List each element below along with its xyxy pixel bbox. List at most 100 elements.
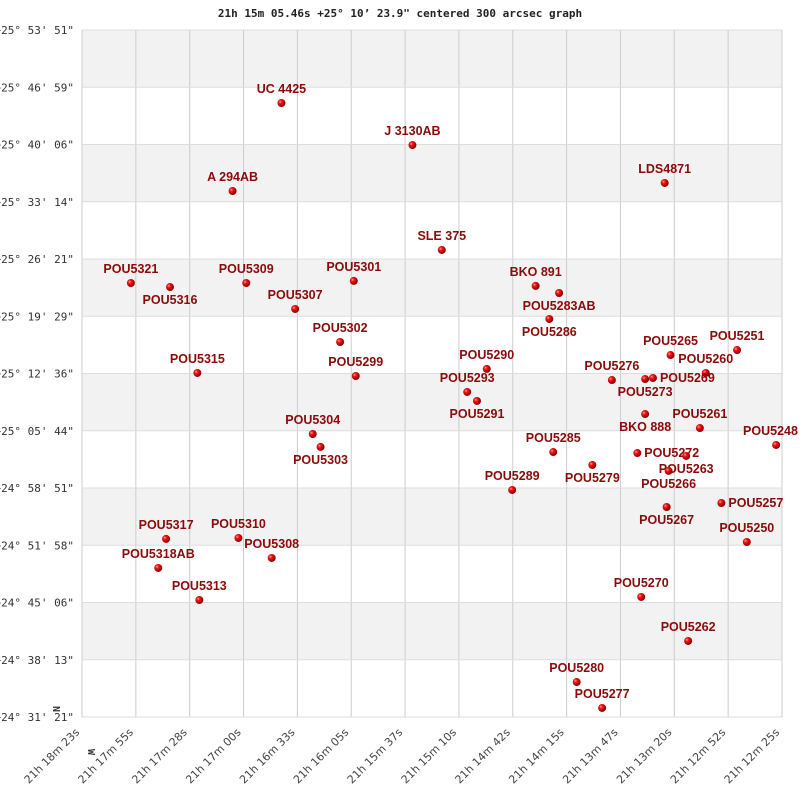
star[interactable]: POU5276: [584, 359, 639, 385]
star-marker[interactable]: [316, 442, 325, 451]
star[interactable]: POU5308: [244, 537, 299, 562]
star[interactable]: POU5286: [522, 314, 577, 339]
star[interactable]: POU5291: [450, 396, 505, 421]
star-marker[interactable]: [437, 245, 446, 254]
star-marker[interactable]: [701, 368, 710, 377]
star[interactable]: POU5262: [661, 620, 716, 645]
star-marker[interactable]: [666, 351, 675, 360]
star[interactable]: POU5316: [143, 283, 198, 307]
star[interactable]: POU5261: [672, 407, 727, 433]
star-marker[interactable]: [267, 553, 276, 562]
star[interactable]: A 294AB: [207, 170, 258, 195]
star-marker[interactable]: [195, 596, 204, 605]
star[interactable]: POU5265: [643, 334, 698, 360]
star-label: POU5273: [618, 385, 673, 399]
star-marker[interactable]: [598, 703, 607, 712]
star[interactable]: POU5301: [326, 260, 381, 285]
star[interactable]: POU5299: [328, 355, 383, 380]
star[interactable]: POU5266: [641, 466, 696, 491]
star[interactable]: POU5289: [485, 469, 540, 494]
star-marker[interactable]: [242, 279, 251, 288]
star[interactable]: SLE 375: [417, 229, 466, 254]
star-marker[interactable]: [641, 410, 650, 419]
star[interactable]: POU5277: [575, 687, 630, 712]
star-marker[interactable]: [684, 636, 693, 645]
star-marker[interactable]: [742, 537, 751, 546]
star[interactable]: POU5251: [710, 329, 765, 355]
star-marker[interactable]: [555, 289, 564, 298]
star[interactable]: POU5290: [459, 348, 514, 373]
star[interactable]: UC 4425: [257, 82, 306, 108]
star[interactable]: POU5317: [139, 518, 194, 543]
star[interactable]: POU5260: [678, 352, 733, 377]
star-marker[interactable]: [126, 279, 135, 288]
y-tick-label: +25° 33' 14": [0, 196, 74, 209]
x-tick-label: 21h 14m 42s: [452, 726, 513, 787]
star-marker[interactable]: [162, 534, 171, 543]
star-marker[interactable]: [588, 460, 597, 469]
star-marker[interactable]: [228, 186, 237, 195]
star[interactable]: POU5293: [440, 371, 495, 396]
star[interactable]: POU5313: [172, 579, 227, 605]
star-marker[interactable]: [695, 424, 704, 433]
star[interactable]: POU5279: [565, 460, 620, 485]
star[interactable]: POU5280: [549, 661, 604, 687]
star-marker[interactable]: [308, 430, 317, 439]
star-marker[interactable]: [351, 371, 360, 380]
star-marker[interactable]: [472, 396, 481, 405]
star-marker[interactable]: [545, 314, 554, 323]
star-marker[interactable]: [772, 440, 781, 449]
star[interactable]: POU5250: [719, 521, 774, 546]
star-marker[interactable]: [572, 678, 581, 687]
star-marker[interactable]: [193, 368, 202, 377]
star[interactable]: POU5257: [717, 496, 783, 510]
star-marker[interactable]: [291, 304, 300, 313]
star[interactable]: POU5267: [639, 503, 694, 527]
star-marker[interactable]: [154, 563, 163, 572]
star-marker[interactable]: [531, 281, 540, 290]
star-label: POU5308: [244, 537, 299, 551]
star[interactable]: POU5302: [313, 321, 368, 346]
star[interactable]: POU5310: [211, 517, 266, 542]
star[interactable]: POU5248: [743, 424, 798, 449]
star[interactable]: POU5321: [103, 262, 158, 288]
star[interactable]: POU5285: [526, 431, 581, 457]
star[interactable]: POU5309: [219, 262, 274, 288]
star-marker[interactable]: [277, 99, 286, 108]
star-marker[interactable]: [508, 485, 517, 494]
star[interactable]: BKO 891: [510, 265, 562, 290]
star-marker[interactable]: [234, 533, 243, 542]
star-marker[interactable]: [482, 364, 491, 373]
star[interactable]: POU5304: [285, 413, 340, 439]
star-marker[interactable]: [607, 376, 616, 385]
star[interactable]: POU5273: [618, 375, 673, 399]
star-marker[interactable]: [336, 337, 345, 346]
star[interactable]: J 3130AB: [384, 124, 441, 150]
star-marker[interactable]: [637, 592, 646, 601]
star-marker[interactable]: [717, 498, 726, 507]
star-marker[interactable]: [648, 373, 657, 382]
star-label: POU5318AB: [122, 547, 195, 561]
star-marker[interactable]: [733, 346, 742, 355]
star-marker[interactable]: [662, 503, 671, 512]
star-marker[interactable]: [664, 466, 673, 475]
star-marker[interactable]: [349, 276, 358, 285]
star-marker[interactable]: [641, 375, 650, 384]
star[interactable]: POU5303: [293, 442, 348, 467]
star[interactable]: BKO 888: [619, 410, 671, 434]
star[interactable]: POU5283AB: [523, 289, 596, 313]
star[interactable]: POU5270: [614, 576, 669, 601]
star-marker[interactable]: [408, 141, 417, 150]
star-marker[interactable]: [549, 448, 558, 457]
star[interactable]: POU5315: [170, 352, 225, 377]
star[interactable]: POU5307: [268, 288, 323, 313]
star[interactable]: POU5269: [648, 371, 715, 385]
star[interactable]: LDS4871: [638, 162, 691, 187]
star-marker[interactable]: [463, 387, 472, 396]
star[interactable]: POU5318AB: [122, 547, 195, 572]
star-marker[interactable]: [682, 451, 691, 460]
star[interactable]: POU5263: [659, 451, 714, 476]
star-marker[interactable]: [660, 178, 669, 187]
star-marker[interactable]: [165, 283, 174, 292]
star-marker[interactable]: [633, 449, 642, 458]
